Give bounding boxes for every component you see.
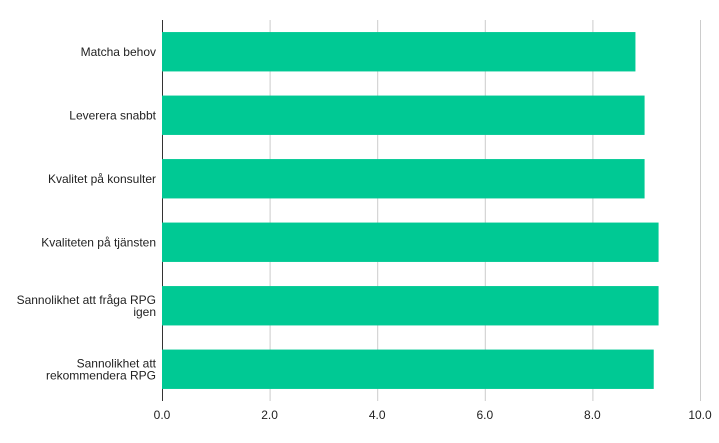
category-labels: Matcha behov Leverera snabbt Kvalitet på k…: [17, 45, 157, 383]
category-label: Sannolikhet att fråga RPG: [17, 293, 156, 307]
bar: [162, 349, 654, 389]
category-label: igen: [133, 305, 156, 319]
category-label: Kvaliteten på tjänsten: [41, 235, 156, 249]
x-tick-label: 8.0: [584, 408, 601, 422]
bar: [162, 95, 645, 135]
category-label: Sannolikhet att: [77, 356, 157, 370]
x-tick-label: 6.0: [476, 408, 493, 422]
x-tick-label: 2.0: [261, 408, 278, 422]
category-label: Matcha behov: [81, 45, 156, 59]
x-tick-label: 10.0: [688, 408, 712, 422]
grid-lines: [162, 20, 701, 401]
bars: [162, 32, 659, 389]
x-tick-label: 0.0: [154, 408, 171, 422]
x-tick-label: 4.0: [369, 408, 386, 422]
x-axis-ticks: 0.0 2.0 4.0 6.0 8.0 10.0: [154, 408, 712, 422]
bar: [162, 286, 659, 326]
category-label: Leverera snabbt: [69, 108, 156, 122]
category-label: rekommendera RPG: [46, 368, 156, 382]
bar: [162, 159, 645, 199]
bar: [162, 222, 659, 262]
category-label: Kvalitet på konsulter: [48, 172, 156, 186]
bar: [162, 32, 636, 72]
